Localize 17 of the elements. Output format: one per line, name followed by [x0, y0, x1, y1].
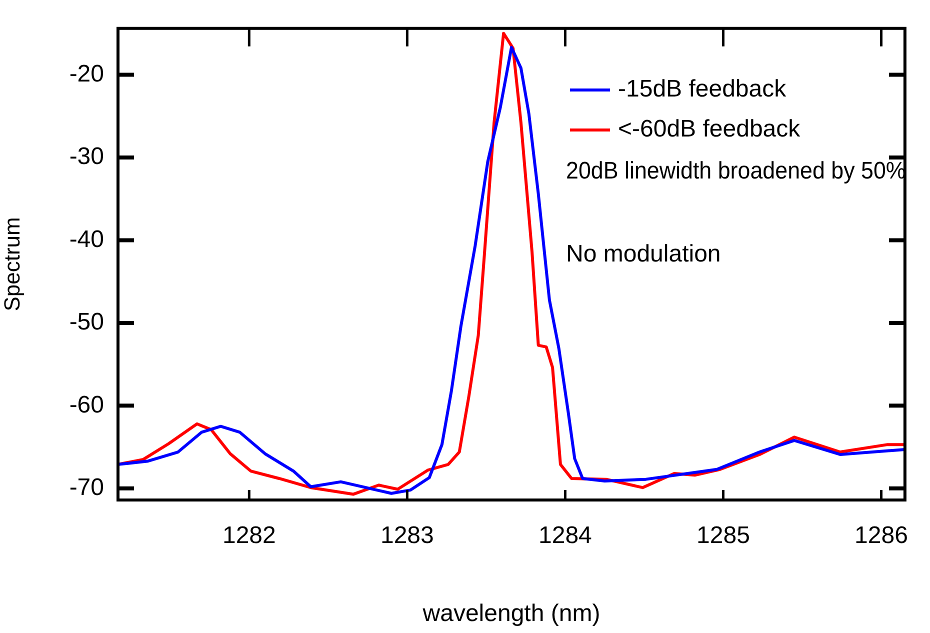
- y-tick-label: -40: [69, 226, 104, 253]
- x-tick-label: 1282: [222, 522, 276, 550]
- x-tick-label: 1286: [854, 522, 908, 550]
- annotation: 20dB linewidth broadened by 50%: [566, 156, 906, 184]
- x-tick-label: 1285: [696, 522, 750, 550]
- x-axis-title: wavelength (nm): [422, 600, 600, 628]
- annotation: No modulation: [566, 240, 721, 268]
- y-tick-label: -50: [69, 308, 104, 336]
- x-tick-label: 1283: [380, 522, 434, 550]
- legend-label: -15dB feedback: [618, 76, 788, 103]
- legend-label: <-60dB feedback: [618, 116, 802, 143]
- y-axis-title: Spectrum: [0, 217, 24, 312]
- y-tick-label: -70: [69, 474, 104, 502]
- y-tick-label: -30: [69, 143, 104, 170]
- x-tick-label: 1284: [538, 522, 592, 550]
- y-tick-label: -60: [69, 391, 104, 418]
- y-tick-label: -20: [69, 60, 104, 88]
